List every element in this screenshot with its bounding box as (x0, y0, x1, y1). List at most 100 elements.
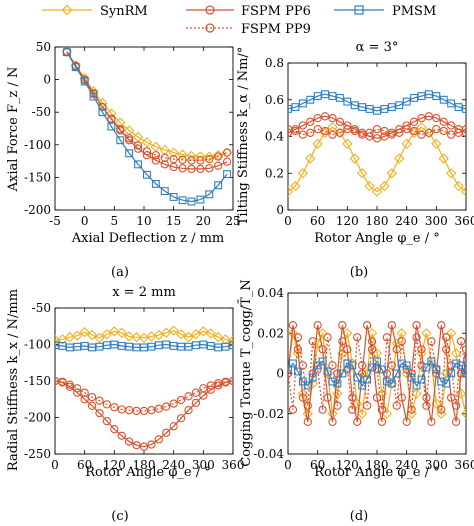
point-pmsm (422, 363, 431, 372)
series-group (61, 47, 233, 206)
point-pmsm (402, 361, 411, 370)
point-synrm (356, 168, 368, 179)
point-fspm-pp9 (142, 147, 152, 156)
point-synrm (109, 326, 120, 337)
point-pmsm (402, 97, 411, 106)
point-fspm-pp9 (439, 126, 448, 136)
series-line-synrm (288, 331, 466, 416)
y-tick-label: -250 (24, 447, 51, 461)
point-pmsm (452, 359, 461, 368)
point-fspm-pp9 (402, 124, 411, 134)
point-synrm (72, 330, 83, 341)
point-fspm-pp6 (205, 164, 214, 173)
y-axis-title: Axial Force F_z / N (6, 67, 21, 193)
point-synrm (123, 331, 135, 342)
series-group (55, 325, 233, 451)
point-fspm-pp6 (298, 393, 307, 402)
series-line-fspm-pp9 (55, 380, 233, 412)
point-pmsm (191, 341, 200, 350)
point-fspm-pp6 (451, 417, 461, 426)
panel-c: 0 60 120 180 240 300 360 -50 -100 -150 -200 -250 Rot… (6, 285, 244, 480)
point-pmsm (462, 104, 466, 113)
point-pmsm (291, 103, 300, 112)
point-fspm-pp9 (437, 405, 446, 414)
point-pmsm (58, 342, 67, 350)
x-tick-label: 5 (111, 214, 119, 228)
point-fspm-pp6 (432, 113, 441, 123)
point-fspm-pp9 (222, 148, 232, 157)
series-line-synrm (288, 126, 466, 193)
point-synrm (342, 328, 353, 339)
series-group (288, 90, 466, 197)
point-fspm-pp6 (184, 406, 193, 415)
point-pmsm (162, 340, 171, 349)
point-fspm-pp9 (358, 361, 367, 370)
point-pmsm (321, 90, 330, 99)
x-tick-label: 120 (336, 214, 359, 228)
point-fspm-pp9 (95, 396, 104, 405)
x-tick-label: 240 (395, 458, 418, 472)
x-tick-label: 20 (196, 214, 211, 228)
point-synrm (288, 186, 294, 197)
legend-marker-pmsm (354, 5, 364, 15)
point-pmsm (432, 92, 441, 101)
point-synrm (371, 186, 383, 197)
x-tick-label: 120 (103, 458, 126, 472)
point-pmsm (417, 92, 426, 101)
point-pmsm (462, 369, 466, 378)
point-pmsm (95, 342, 104, 351)
point-synrm (305, 153, 316, 164)
point-pmsm (373, 357, 381, 366)
point-pmsm (89, 92, 98, 101)
point-fspm-pp6 (288, 128, 293, 137)
x-tick-label: 0 (284, 458, 292, 472)
x-tick-label: 180 (366, 214, 389, 228)
point-fspm-pp6 (380, 132, 389, 141)
point-fspm-pp9 (160, 153, 169, 162)
series-line-pmsm (288, 360, 466, 387)
point-fspm-pp6 (95, 408, 104, 418)
point-synrm (352, 398, 363, 409)
point-fspm-pp9 (328, 130, 337, 139)
panel-b: 0 60 120 180 240 300 360 0 0.2 0.4 0.6 0.8 Rotor Ang… (236, 40, 474, 246)
y-tick-label: -50 (32, 301, 51, 315)
point-fspm-pp9 (412, 333, 421, 342)
point-pmsm (199, 340, 208, 349)
point-synrm (319, 127, 331, 139)
point-fspm-pp9 (178, 155, 187, 164)
point-fspm-pp6 (424, 112, 434, 121)
point-synrm (441, 368, 452, 379)
point-fspm-pp9 (303, 401, 312, 410)
legend-label-pmsm: PMSM (392, 4, 436, 19)
point-pmsm (206, 342, 215, 350)
point-pmsm (439, 95, 448, 104)
point-fspm-pp9 (362, 401, 372, 410)
y-tick-label: 0.4 (265, 130, 284, 144)
point-pmsm (298, 99, 307, 108)
point-fspm-pp6 (162, 428, 171, 437)
point-fspm-pp6 (313, 321, 322, 330)
point-fspm-pp9 (298, 361, 307, 370)
point-fspm-pp6 (303, 417, 312, 426)
point-pmsm (338, 369, 347, 378)
y-tick-label: 0 (276, 367, 284, 381)
point-fspm-pp6 (313, 113, 322, 123)
point-fspm-pp9 (116, 125, 125, 134)
point-fspm-pp6 (409, 117, 419, 126)
point-pmsm (358, 103, 367, 112)
series-line-fspm-pp6 (55, 380, 233, 448)
x-tick-label: 300 (425, 214, 448, 228)
point-fspm-pp9 (306, 128, 315, 137)
point-pmsm (348, 361, 357, 370)
point-synrm (288, 328, 299, 339)
point-fspm-pp6 (372, 393, 382, 402)
point-pmsm (147, 342, 156, 351)
point-synrm (342, 138, 353, 150)
point-fspm-pp6 (306, 117, 315, 126)
point-synrm (453, 180, 464, 192)
point-pmsm (387, 103, 396, 112)
point-fspm-pp9 (424, 128, 434, 137)
point-pmsm (447, 369, 456, 378)
point-synrm (205, 328, 216, 339)
